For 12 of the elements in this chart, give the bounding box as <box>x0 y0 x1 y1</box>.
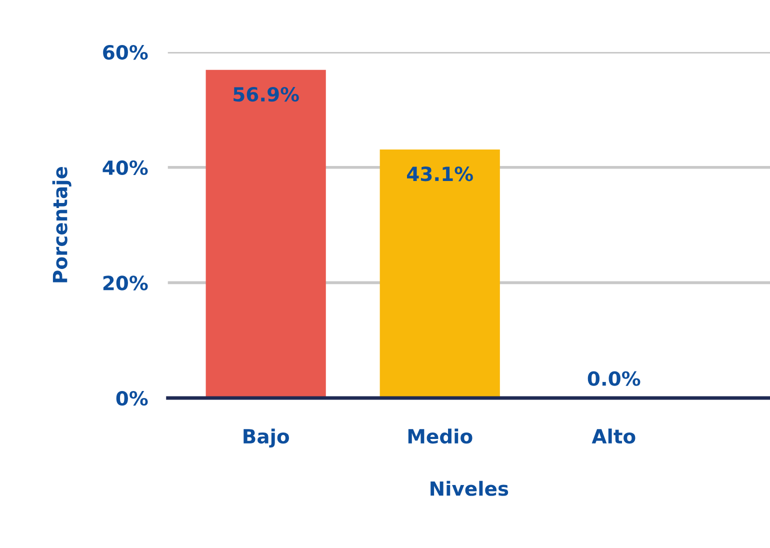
data-label: 56.9% <box>234 86 299 102</box>
y-tick-label: 0% <box>116 390 148 406</box>
x-tick-label: Medio <box>408 428 472 444</box>
x-tick-label: Bajo <box>244 428 289 448</box>
y-tick-label: 60% <box>103 45 148 60</box>
y-tick-label: 20% <box>103 276 148 290</box>
data-label: 43.1% <box>407 166 473 182</box>
y-tick-label: 40% <box>102 160 148 176</box>
data-label: 0.0% <box>588 371 640 386</box>
x-axis-title: Niveles <box>430 480 508 496</box>
y-axis-title: Porcentaje <box>52 166 72 282</box>
x-tick-label: Alto <box>592 428 636 444</box>
